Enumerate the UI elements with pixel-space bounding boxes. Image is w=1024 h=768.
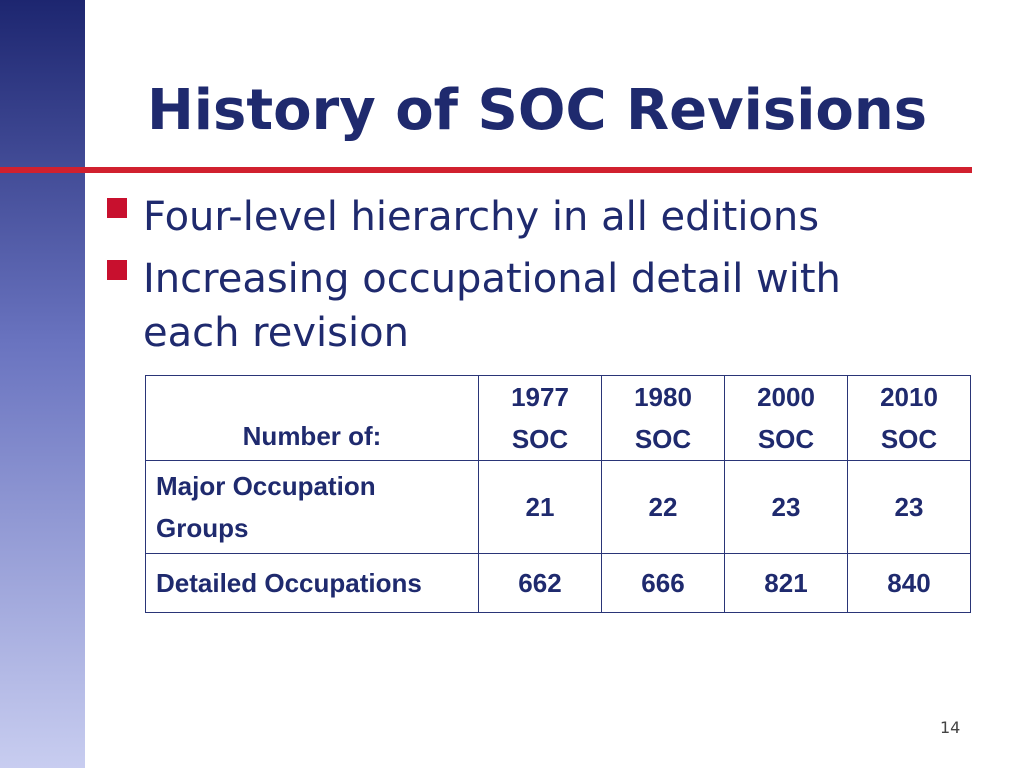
row-label: Detailed Occupations	[156, 568, 422, 598]
bullet-text: Four-level hierarchy in all editions	[143, 194, 820, 240]
table-row: Detailed Occupations 662 666 821 840	[145, 553, 971, 613]
table-cell: 23	[724, 460, 848, 554]
bullet: Four-level hierarchy in all editions	[105, 190, 885, 244]
data-table: Number of: 1977 SOC 1980 SOC 2000 SOC 2010 S…	[145, 375, 971, 613]
header-row: Number of: 1977 SOC 1980 SOC 2000 SOC 2010 S…	[145, 375, 971, 461]
header-text: 1980 SOC	[634, 382, 692, 454]
header-cell: 1980 SOC	[601, 375, 725, 461]
table-cell: 666	[601, 553, 725, 613]
bullet-marker	[107, 198, 127, 218]
side-bar	[0, 0, 85, 768]
bullet-marker	[107, 260, 127, 280]
table-row: Major Occupation Groups 21 22 23 23	[145, 460, 971, 554]
cell-value: 22	[648, 491, 678, 522]
bullet: Increasing occupational detail with each…	[105, 252, 885, 360]
bullet-text: Increasing occupational detail with each…	[143, 256, 841, 356]
table-cell: Detailed Occupations	[145, 553, 479, 613]
table-cell: Major Occupation Groups	[145, 460, 479, 554]
table-cell: 662	[478, 553, 602, 613]
header-cell: 2000 SOC	[724, 375, 848, 461]
table-cell: 21	[478, 460, 602, 554]
cell-value: 23	[894, 491, 924, 522]
table-cell: 22	[601, 460, 725, 554]
page-number: 14	[940, 718, 961, 737]
table-cell: 840	[847, 553, 971, 613]
header-text: 2000 SOC	[757, 382, 815, 454]
row-label: Major Occupation Groups	[156, 471, 376, 543]
cell-value: 662	[518, 567, 562, 598]
header-cell: 2010 SOC	[847, 375, 971, 461]
header-cell: Number of:	[145, 375, 479, 461]
header-text: 1977 SOC	[511, 382, 569, 454]
cell-value: 23	[771, 491, 801, 522]
header-text: 2010 SOC	[880, 382, 938, 454]
header-text: Number of:	[242, 421, 382, 451]
cell-value: 666	[641, 567, 685, 598]
cell-value: 840	[887, 567, 931, 598]
slide-title: History of SOC Revisions	[146, 78, 928, 143]
table-cell: 821	[724, 553, 848, 613]
header-cell: 1977 SOC	[478, 375, 602, 461]
cell-value: 21	[525, 491, 555, 522]
bullet-list: Four-level hierarchy in all editions Incr…	[105, 190, 885, 368]
title-rule	[0, 167, 972, 173]
table-cell: 23	[847, 460, 971, 554]
cell-value: 821	[764, 567, 808, 598]
